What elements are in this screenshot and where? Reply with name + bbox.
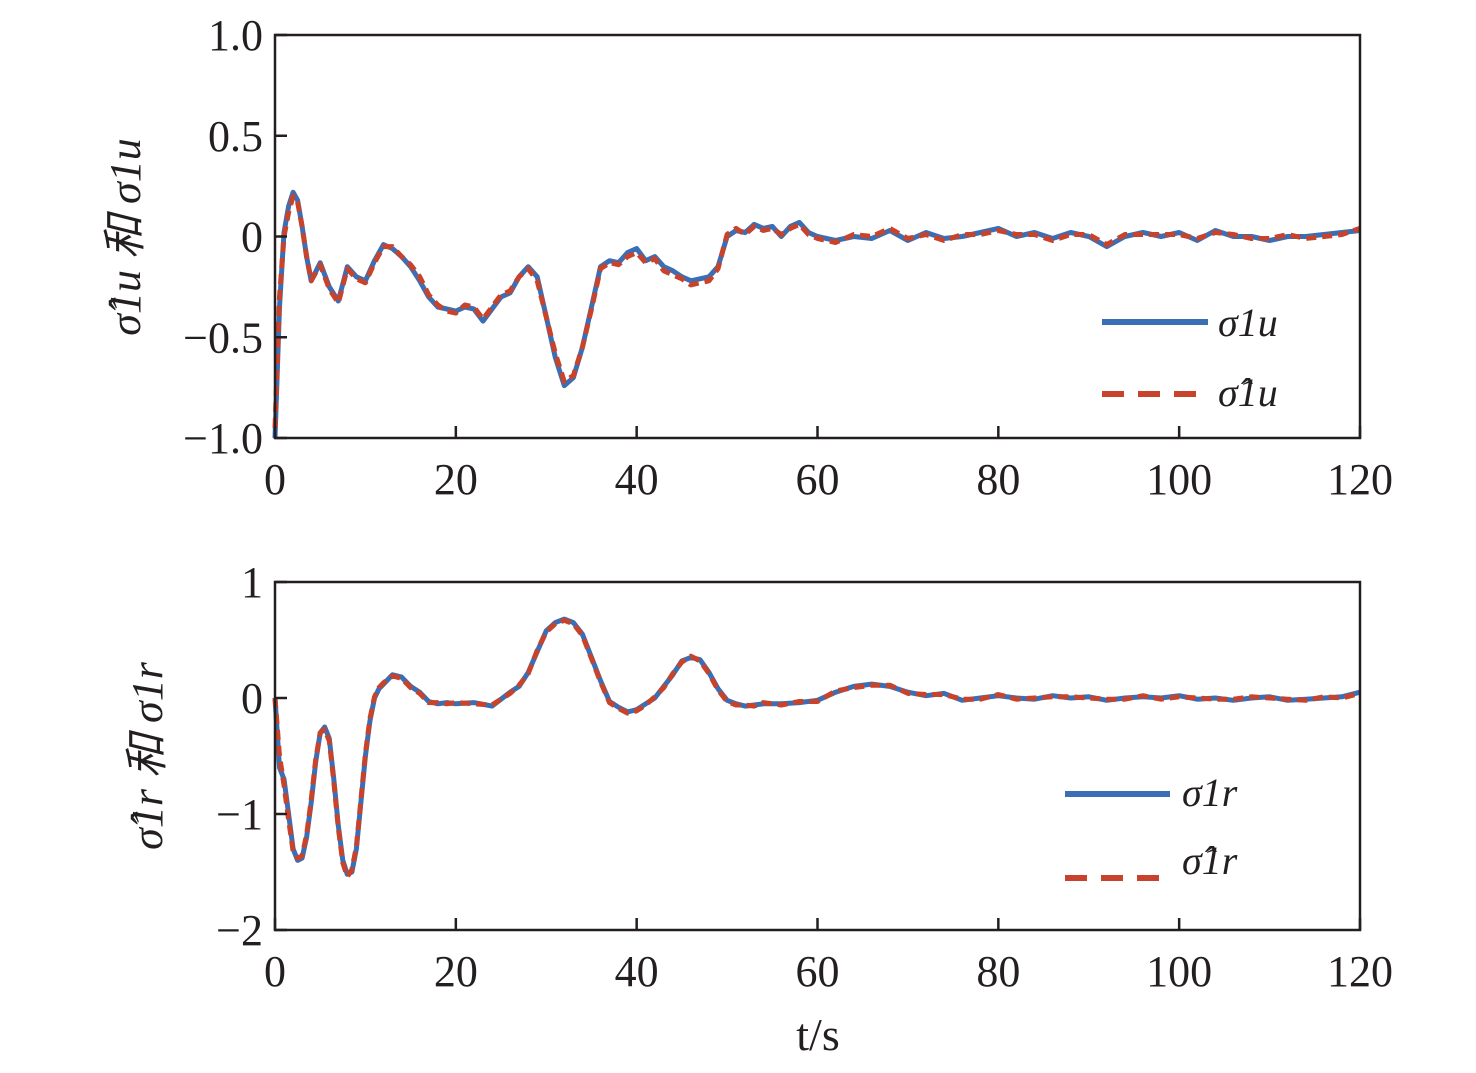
top-series-sigma-line (272, 189, 1361, 439)
bottom-x-tick-label: 100 (1146, 947, 1212, 996)
top-plot-lines (272, 189, 1361, 439)
top-x-ticks: 0 20 40 60 80 100 120 (264, 426, 1393, 504)
bottom-legend-label-sigma-hat: σ̂1r (1182, 838, 1238, 883)
bottom-x-ticks: 0 20 40 60 80 100 120 (264, 918, 1393, 996)
top-y-tick-label: 0.5 (208, 112, 263, 161)
bottom-x-tick-label: 40 (615, 947, 659, 996)
bottom-y-tick-label: −1 (216, 790, 263, 839)
bottom-y-tick-label: 0 (241, 674, 263, 723)
bottom-y-tick-label: 1 (241, 558, 263, 607)
top-x-tick-label: 40 (615, 455, 659, 504)
top-legend-label-sigma-hat: σ̂1u (1218, 370, 1278, 415)
bottom-series-sigma-hat-line (272, 617, 1361, 880)
bottom-x-tick-label: 120 (1327, 947, 1393, 996)
top-x-tick-label: 60 (796, 455, 840, 504)
top-series-sigma-hat-line (272, 193, 1361, 428)
top-y-tick-label: 1.0 (208, 11, 263, 60)
bottom-x-tick-label: 0 (264, 947, 286, 996)
bottom-y-axis-label: σ̂1r 和 σ1r (123, 661, 172, 850)
top-x-tick-label: 100 (1146, 455, 1212, 504)
top-x-tick-label: 0 (264, 455, 286, 504)
bottom-plot-lines (272, 616, 1361, 880)
top-y-tick-label: −0.5 (183, 313, 263, 362)
bottom-legend-label-sigma: σ1r (1182, 770, 1238, 815)
top-x-tick-label: 120 (1327, 455, 1393, 504)
top-x-tick-label: 20 (434, 455, 478, 504)
bottom-x-tick-label: 60 (796, 947, 840, 996)
top-legend-label-sigma: σ1u (1218, 300, 1278, 345)
top-y-axis-label: σ̂1u 和 σ1u (101, 138, 150, 335)
top-y-tick-label: 0 (241, 213, 263, 262)
bottom-x-tick-label: 80 (976, 947, 1020, 996)
bottom-series-sigma-line (272, 616, 1361, 877)
bottom-legend: σ1r σ̂1r (1065, 770, 1238, 883)
bottom-x-tick-label: 20 (434, 947, 478, 996)
bottom-panel: −2−101 0 20 40 60 80 100 120 σ̂1r 和 σ1r t/s σ1… (123, 558, 1393, 1060)
top-y-ticks: −1.0 −0.5 0 0.5 1.0 (183, 11, 287, 463)
bottom-y-tick-label: −2 (216, 906, 263, 955)
top-x-tick-label: 80 (976, 455, 1020, 504)
bottom-x-axis-label: t/s (796, 1009, 839, 1060)
top-y-tick-label: −1.0 (183, 414, 263, 463)
bottom-y-ticks: −2 −1 0 1 (216, 558, 287, 955)
top-panel: −1.0 −0.5 0 0.5 1.0 0 20 40 60 80 100 120 σ̂1u 和 σ… (101, 11, 1393, 504)
top-legend: σ1u σ̂1u (1102, 300, 1278, 415)
